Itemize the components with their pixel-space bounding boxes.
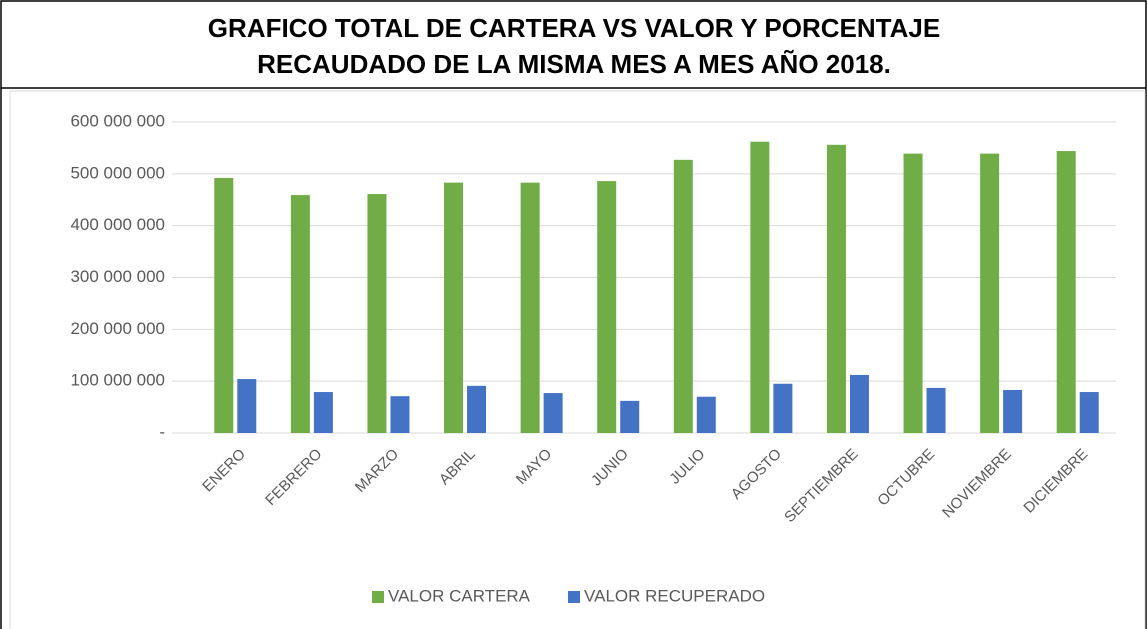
bar xyxy=(520,182,540,433)
bar xyxy=(597,181,617,433)
y-tick-label: 500 000 000 xyxy=(70,163,165,182)
x-tick-label: ENERO xyxy=(199,446,249,496)
y-tick-label: 200 000 000 xyxy=(70,319,165,338)
bar xyxy=(367,194,387,433)
bar xyxy=(826,144,846,433)
bar xyxy=(543,393,563,433)
bar xyxy=(313,392,333,433)
bar xyxy=(620,400,640,433)
x-tick-label: MAYO xyxy=(513,446,555,488)
x-tick-label: OCTUBRE xyxy=(874,446,938,510)
legend-swatch xyxy=(372,591,384,603)
legend-swatch xyxy=(568,591,581,603)
x-tick-label: ABRIL xyxy=(436,446,479,489)
bar xyxy=(750,141,770,434)
x-tick-label: SEPTIEMBRE xyxy=(781,446,861,526)
bar xyxy=(237,379,257,433)
y-tick-label: 300 000 000 xyxy=(70,267,165,286)
bar xyxy=(1056,151,1076,433)
legend-label: VALOR CARTERA xyxy=(388,586,531,605)
y-tick-label: - xyxy=(159,422,165,441)
x-tick-label: DICIEMBRE xyxy=(1020,446,1091,517)
x-tick-label: JULIO xyxy=(666,446,708,488)
bar xyxy=(849,374,869,433)
bar xyxy=(1003,389,1023,433)
bar xyxy=(673,159,693,434)
bar xyxy=(696,396,716,433)
x-tick-label: AGOSTO xyxy=(728,446,785,503)
bar xyxy=(773,383,793,433)
bar xyxy=(903,153,923,433)
x-tick-label: FEBRERO xyxy=(262,446,325,509)
chart-border xyxy=(9,90,1146,629)
y-tick-label: 600 000 000 xyxy=(70,111,165,130)
y-tick-label: 100 000 000 xyxy=(70,371,165,390)
bar xyxy=(390,396,410,433)
bar xyxy=(467,385,487,433)
legend-label: VALOR RECUPERADO xyxy=(584,586,765,605)
y-tick-label: 400 000 000 xyxy=(70,215,165,234)
bar xyxy=(926,387,946,433)
chart-title: RECAUDADO DE LA MISMA MES A MES AÑO 2018… xyxy=(257,49,891,79)
x-tick-label: JUNIO xyxy=(588,446,632,490)
chart-title: GRAFICO TOTAL DE CARTERA VS VALOR Y PORC… xyxy=(208,13,940,43)
bar xyxy=(214,177,234,433)
bar xyxy=(980,153,1000,433)
bar xyxy=(1079,392,1099,433)
bar xyxy=(290,195,310,433)
x-tick-label: MARZO xyxy=(352,446,402,496)
x-tick-label: NOVIEMBRE xyxy=(939,446,1015,522)
bar xyxy=(444,182,464,433)
